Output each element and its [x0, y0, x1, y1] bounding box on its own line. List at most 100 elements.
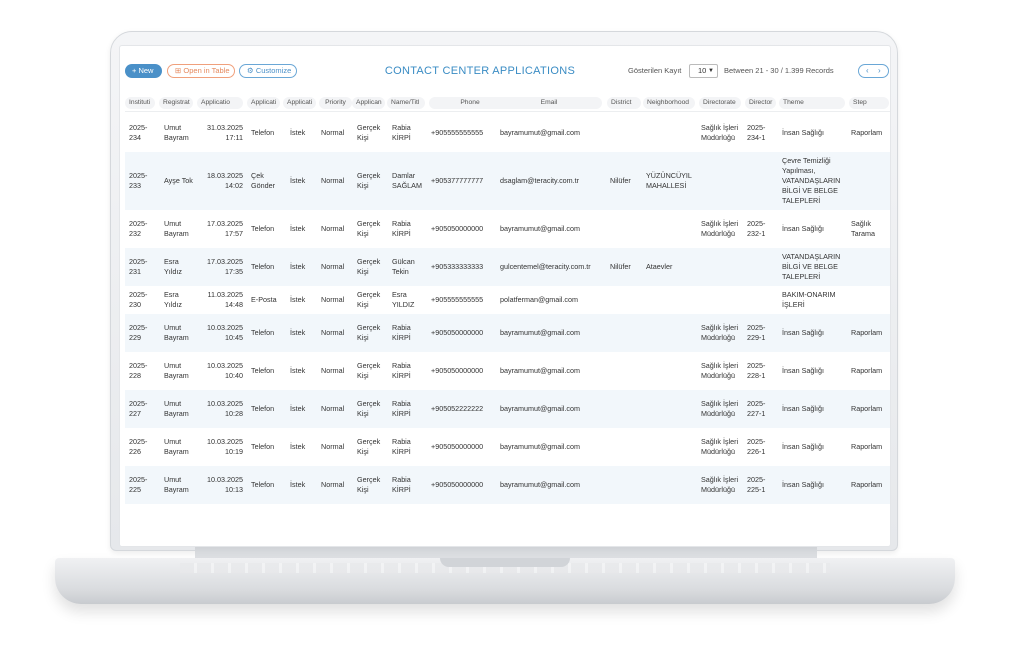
- cell-neighborhood: [646, 314, 696, 352]
- header-col-neighborhood[interactable]: Neighborhood: [643, 97, 695, 109]
- cell-inst: 2025-226: [129, 428, 157, 466]
- header-col-directorate-no[interactable]: Director: [745, 97, 776, 109]
- cell-text: bayramumut@gmail.com: [500, 480, 580, 489]
- cell-theme: İnsan Sağlığı: [782, 314, 844, 352]
- cell-text: Telefon: [251, 328, 275, 337]
- cell-text: Sağlık İşleri Müdürlüğü: [701, 361, 739, 380]
- header-col-name-title[interactable]: Name/Titl: [387, 97, 425, 109]
- cell-directorate: Sağlık İşleri Müdürlüğü: [701, 114, 743, 152]
- open-in-table-button[interactable]: ⊞ Open in Table: [167, 64, 235, 78]
- header-col-directorate[interactable]: Directorate: [699, 97, 741, 109]
- page-size-select[interactable]: 10 ▼: [689, 64, 718, 78]
- cell-theme: VATANDAŞLARIN BİLGİ VE BELGE TALEPLERİ: [782, 248, 844, 286]
- header-col-applicant-type[interactable]: Applican: [352, 97, 385, 109]
- table-row[interactable]: 2025-232 Umut Bayram 17.03.2025 17:57 Telef…: [125, 210, 890, 248]
- cell-step: [851, 286, 889, 314]
- cell-text: Sağlık İşleri Müdürlüğü: [701, 323, 739, 342]
- cell-name: Rabia KİRPİ: [392, 352, 428, 390]
- header-col-registrar[interactable]: Registrat: [159, 97, 193, 109]
- cell-text: Raporlam: [851, 328, 883, 337]
- cell-type: İstek: [290, 286, 318, 314]
- table-row[interactable]: 2025-233 Ayşe Tok 18.03.2025 14:02 Çek Gönd…: [125, 152, 890, 210]
- cell-name: Rabia KİRPİ: [392, 114, 428, 152]
- cell-phone: +905050000000: [431, 428, 501, 466]
- cell-text: gulcentemel@teracity.com.tr: [500, 262, 591, 271]
- cell-priority: Normal: [321, 152, 351, 210]
- table-header: Instituti Registrat Applicatio Applicati App…: [125, 95, 890, 112]
- cell-text: Damlar SAĞLAM: [392, 171, 422, 190]
- cell-text: Sağlık İşleri Müdürlüğü: [701, 437, 739, 456]
- prev-page-button[interactable]: ‹: [866, 66, 869, 75]
- cell-dirno: 2025-227-1: [747, 390, 775, 428]
- cell-dirno: 2025-226-1: [747, 428, 775, 466]
- new-button[interactable]: + New: [125, 64, 162, 78]
- table-row[interactable]: 2025-227 Umut Bayram 10.03.2025 10:28 Telef…: [125, 390, 890, 428]
- cell-directorate: Sağlık İşleri Müdürlüğü: [701, 390, 743, 428]
- header-col-step[interactable]: Step: [849, 97, 889, 109]
- cell-text: Gerçek Kişi: [357, 171, 381, 190]
- cell-text: İstek: [290, 128, 306, 137]
- header-col-priority[interactable]: Priority: [319, 97, 352, 109]
- cell-text: Raporlam: [851, 404, 883, 413]
- page-size-label: Gösterilen Kayıt: [628, 66, 682, 75]
- table-row[interactable]: 2025-231 Esra Yıldız 17.03.2025 17:35 Telef…: [125, 248, 890, 286]
- cell-district: [610, 210, 640, 248]
- cell-date: 31.03.2025 17:11: [197, 114, 243, 152]
- cell-channel: E-Posta: [251, 286, 281, 314]
- header-col-phone[interactable]: Phone: [429, 97, 511, 109]
- cell-neighborhood: [646, 286, 696, 314]
- cell-text: İstek: [290, 404, 306, 413]
- customize-button[interactable]: ⚙ Customize: [239, 64, 297, 78]
- cell-type: İstek: [290, 248, 318, 286]
- header-col-theme[interactable]: Theme: [779, 97, 845, 109]
- table-row[interactable]: 2025-234 Umut Bayram 31.03.2025 17:11 Telef…: [125, 114, 890, 152]
- cell-text: bayramumut@gmail.com: [500, 404, 580, 413]
- cell-text: BAKIM-ONARIM İŞLERİ: [782, 290, 836, 309]
- cell-text: Çevre Temizliği Yapılması, VATANDAŞLARIN…: [782, 156, 841, 205]
- cell-text: 17.03.2025 17:57: [207, 219, 243, 238]
- cell-neighborhood: [646, 352, 696, 390]
- cell-text: Rabia KİRPİ: [392, 399, 411, 418]
- cell-text: Normal: [321, 404, 345, 413]
- header-col-application-date[interactable]: Applicatio: [197, 97, 243, 109]
- cell-text: 2025-234: [129, 123, 148, 142]
- cell-inst: 2025-227: [129, 390, 157, 428]
- cell-text: Umut Bayram: [164, 219, 189, 238]
- next-page-button[interactable]: ›: [878, 66, 881, 75]
- cell-inst: 2025-232: [129, 210, 157, 248]
- cell-theme: İnsan Sağlığı: [782, 114, 844, 152]
- header-col-application-type[interactable]: Applicati: [283, 97, 316, 109]
- cell-channel: Telefon: [251, 352, 281, 390]
- cell-text: Sağlık İşleri Müdürlüğü: [701, 399, 739, 418]
- header-col-email[interactable]: Email: [496, 97, 602, 109]
- header-col-district[interactable]: District: [607, 97, 641, 109]
- cell-text: Rabia KİRPİ: [392, 361, 411, 380]
- cell-text: 2025-231: [129, 257, 148, 276]
- cell-text: Ayşe Tok: [164, 176, 193, 185]
- table-row[interactable]: 2025-229 Umut Bayram 10.03.2025 10:45 Telef…: [125, 314, 890, 352]
- cell-reg: Umut Bayram: [164, 352, 198, 390]
- laptop-hinge: [195, 547, 817, 560]
- pagination-nav: ‹ ›: [858, 64, 889, 78]
- cell-email: dsaglam@teracity.com.tr: [500, 152, 604, 210]
- table-row[interactable]: 2025-226 Umut Bayram 10.03.2025 10:19 Telef…: [125, 428, 890, 466]
- cell-text: Çek Gönder: [251, 171, 275, 190]
- table-row[interactable]: 2025-230 Esra Yıldız 11.03.2025 14:48 E-Pos…: [125, 286, 890, 314]
- cell-text: Raporlam: [851, 128, 883, 137]
- page-title: CONTACT CENTER APPLICATIONS: [384, 65, 576, 77]
- cell-dirno: 2025-234-1: [747, 114, 775, 152]
- header-col-institution[interactable]: Instituti: [125, 97, 155, 109]
- cell-theme: İnsan Sağlığı: [782, 352, 844, 390]
- cell-name: Rabia KİRPİ: [392, 466, 428, 504]
- app-screen: + New ⊞ Open in Table ⚙ Customize CONTAC…: [119, 45, 891, 547]
- table-row[interactable]: 2025-228 Umut Bayram 10.03.2025 10:40 Telef…: [125, 352, 890, 390]
- laptop-keyboard-hint: [180, 563, 830, 573]
- cell-text: Telefon: [251, 128, 275, 137]
- header-col-application-channel[interactable]: Applicati: [247, 97, 280, 109]
- cell-text: YÜZÜNCÜYIL MAHALLESİ: [646, 171, 692, 190]
- table-row[interactable]: 2025-225 Umut Bayram 10.03.2025 10:13 Telef…: [125, 466, 890, 504]
- cell-priority: Normal: [321, 352, 351, 390]
- cell-type: İstek: [290, 114, 318, 152]
- cell-text: Umut Bayram: [164, 437, 189, 456]
- cell-type: İstek: [290, 390, 318, 428]
